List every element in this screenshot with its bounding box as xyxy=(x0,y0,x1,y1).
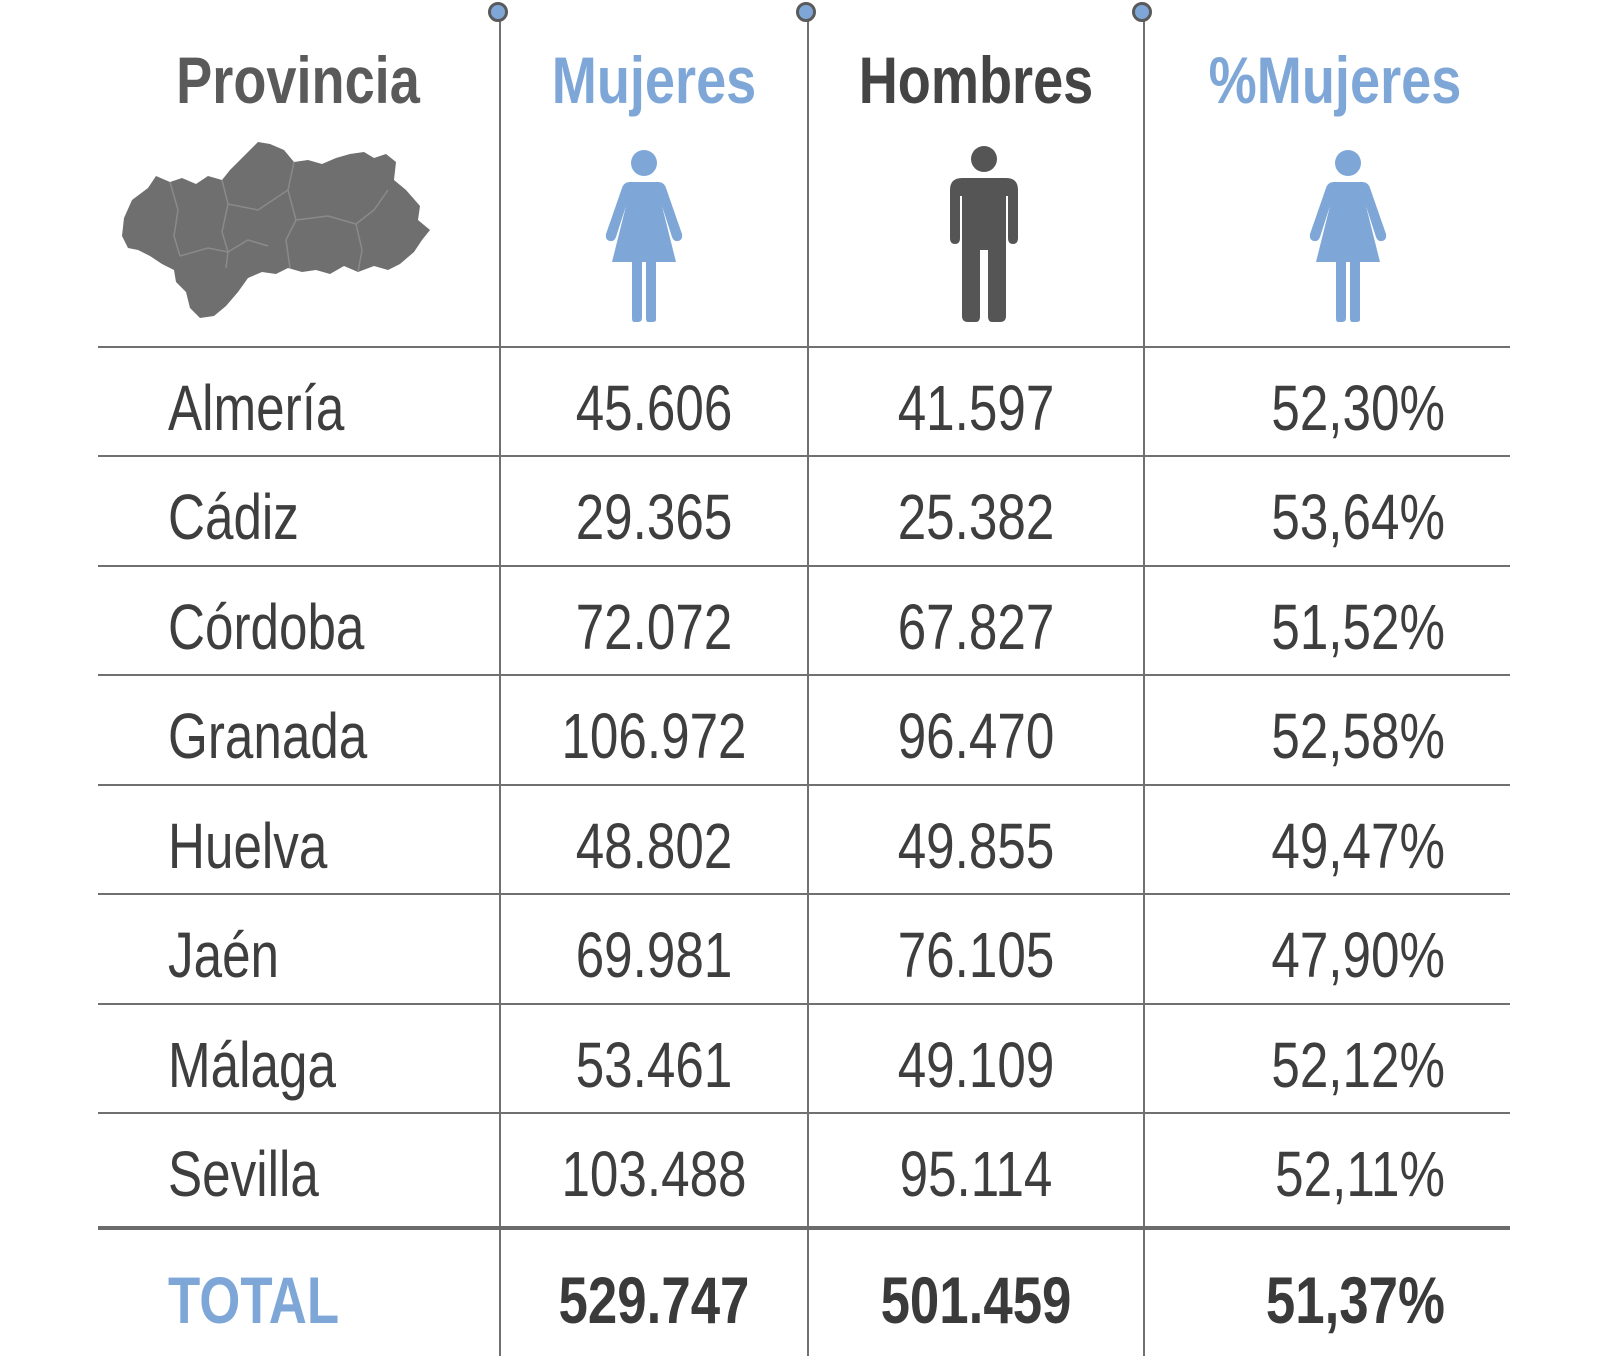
hombres-cell: 67.827 xyxy=(897,591,1055,663)
provincia-cell: Jaén xyxy=(168,919,280,991)
column-divider xyxy=(488,2,508,1356)
pct-mujeres-cell: 52,11% xyxy=(1275,1138,1445,1210)
hombres-cell: 49.109 xyxy=(897,1029,1055,1101)
column-divider xyxy=(1132,2,1152,1356)
hombres-cell: 96.470 xyxy=(897,700,1055,772)
hombres-cell: 25.382 xyxy=(897,481,1055,553)
row-rule xyxy=(98,674,1510,676)
hombres-cell: 49.855 xyxy=(897,810,1055,882)
header-rule xyxy=(98,346,1510,348)
hombres-cell: 76.105 xyxy=(897,919,1055,991)
hombres-cell: 95.114 xyxy=(899,1138,1053,1210)
provincia-cell: Huelva xyxy=(168,810,328,882)
provincia-cell: Sevilla xyxy=(168,1138,319,1210)
pct-mujeres-cell: 49,47% xyxy=(1271,810,1445,882)
row-rule xyxy=(98,1112,1510,1114)
pct-mujeres-cell: 51,52% xyxy=(1271,591,1445,663)
provincia-cell: Almería xyxy=(168,372,345,444)
total-pct-mujeres: 51,37% xyxy=(1265,1263,1445,1337)
man-icon xyxy=(948,146,1020,322)
woman-icon xyxy=(604,150,684,322)
woman-icon xyxy=(1308,150,1388,322)
total-label: TOTAL xyxy=(168,1263,340,1337)
row-rule xyxy=(98,784,1510,786)
pct-mujeres-cell: 53,64% xyxy=(1271,481,1445,553)
divider-knob xyxy=(488,2,508,22)
row-rule xyxy=(98,565,1510,567)
row-rule xyxy=(98,1003,1510,1005)
row-rule xyxy=(98,455,1510,457)
mujeres-cell: 45.606 xyxy=(575,372,733,444)
divider-knob xyxy=(1132,2,1152,22)
header-mujeres: Mujeres xyxy=(551,43,757,117)
row-rule xyxy=(98,893,1510,895)
mujeres-cell: 69.981 xyxy=(575,919,733,991)
divider-knob xyxy=(796,2,816,22)
pct-mujeres-cell: 52,58% xyxy=(1271,700,1445,772)
total-mujeres: 529.747 xyxy=(558,1263,750,1337)
mujeres-cell: 72.072 xyxy=(575,591,733,663)
provincia-cell: Málaga xyxy=(168,1029,336,1101)
header-hombres: Hombres xyxy=(858,43,1094,117)
pct-mujeres-cell: 52,30% xyxy=(1271,372,1445,444)
province-borders xyxy=(169,161,389,273)
total-hombres: 501.459 xyxy=(880,1263,1072,1337)
column-divider xyxy=(796,2,816,1356)
mujeres-cell: 103.488 xyxy=(561,1138,747,1210)
header-provincia: Provincia xyxy=(176,43,420,117)
mujeres-cell: 53.461 xyxy=(575,1029,733,1101)
map-shape xyxy=(122,142,430,318)
mujeres-cell: 106.972 xyxy=(561,700,747,772)
provincia-cell: Granada xyxy=(168,700,368,772)
provincia-cell: Cádiz xyxy=(168,481,299,553)
mujeres-cell: 48.802 xyxy=(575,810,733,882)
pct-mujeres-cell: 47,90% xyxy=(1271,919,1445,991)
total-rule xyxy=(98,1226,1510,1230)
provincia-cell: Córdoba xyxy=(168,591,365,663)
mujeres-cell: 29.365 xyxy=(575,481,733,553)
header-pct-mujeres: %Mujeres xyxy=(1208,43,1462,117)
pct-mujeres-cell: 52,12% xyxy=(1271,1029,1445,1101)
hombres-cell: 41.597 xyxy=(897,372,1055,444)
andalucia-map-icon xyxy=(118,140,436,325)
